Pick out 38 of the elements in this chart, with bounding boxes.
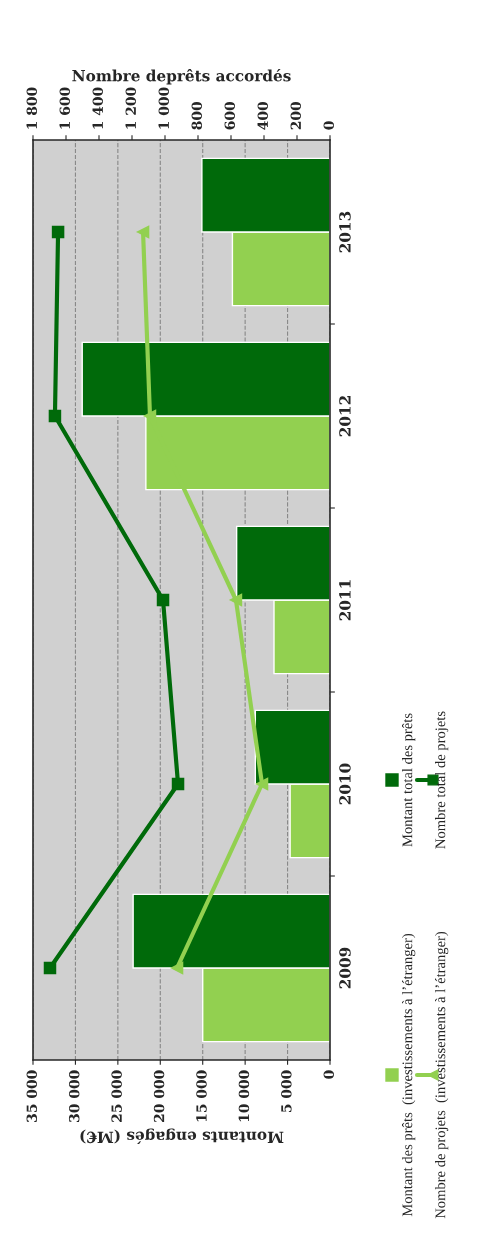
x2-tick-label: 800 bbox=[191, 101, 203, 130]
point bbox=[136, 225, 150, 239]
point bbox=[229, 593, 243, 607]
x2-tick-label: 1 600 bbox=[59, 87, 71, 129]
x2-tick-label: 600 bbox=[224, 101, 236, 130]
point bbox=[156, 593, 170, 607]
point bbox=[171, 777, 185, 791]
x-tick-label: 25 000 bbox=[111, 1070, 122, 1122]
point bbox=[170, 961, 184, 975]
y-tick-label: 2009 bbox=[339, 947, 351, 989]
y-tick-label: 2010 bbox=[339, 763, 351, 805]
y-tick-label: 2012 bbox=[339, 396, 351, 437]
x-tick-label: 5 000 bbox=[281, 1070, 292, 1113]
y-tick-label: 2011 bbox=[339, 580, 351, 621]
x2-tick-label: 1 200 bbox=[125, 87, 137, 129]
x-tick-label: 15 000 bbox=[196, 1070, 207, 1122]
legend-label: Nombre de projets (investissements à l’étranger) bbox=[435, 931, 449, 1219]
x2-tick-label: 400 bbox=[257, 101, 269, 130]
x-tick-label: 30 000 bbox=[68, 1070, 80, 1122]
x2-tick-label: 1 800 bbox=[26, 87, 38, 129]
x-axis-title: Montants engagés (M€) bbox=[80, 1128, 284, 1145]
x-tick-label: 10 000 bbox=[238, 1070, 250, 1122]
x2-tick-label: 1 400 bbox=[92, 87, 104, 129]
point bbox=[255, 777, 269, 791]
x2-axis-title: Nombre deprêts accordés bbox=[72, 69, 291, 85]
x2-tick-label: 0 bbox=[323, 121, 335, 130]
legend-label: Nombre total de projets bbox=[435, 711, 449, 849]
point bbox=[51, 225, 65, 239]
x2-tick-label: 1 000 bbox=[158, 87, 170, 129]
legend-label: Montant des prêts (investissements à l’étranger) bbox=[402, 933, 416, 1217]
y-tick-label: 2013 bbox=[339, 211, 351, 253]
x2-tick-label: 200 bbox=[290, 101, 302, 130]
x-tick-label: 35 000 bbox=[26, 1070, 38, 1122]
x-tick-label: 0 bbox=[323, 1070, 335, 1079]
x-tick-label: 20 000 bbox=[153, 1070, 165, 1122]
legend-label: Montant total des prêts bbox=[402, 713, 416, 847]
point bbox=[43, 961, 57, 975]
point bbox=[48, 409, 62, 423]
